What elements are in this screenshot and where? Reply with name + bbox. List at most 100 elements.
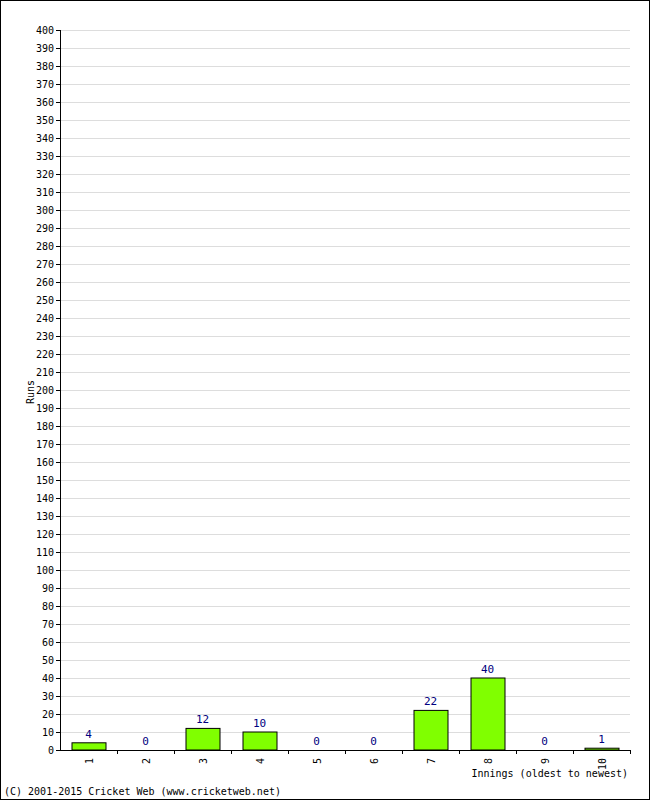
bar xyxy=(528,750,562,751)
grid-line xyxy=(60,336,630,337)
grid-line xyxy=(60,732,630,733)
x-tick-label: 5 xyxy=(312,758,323,764)
bar xyxy=(585,748,619,750)
x-boundary-tick xyxy=(573,750,574,754)
grid-line xyxy=(60,534,630,535)
y-tick-label: 10 xyxy=(42,727,54,738)
y-tick xyxy=(56,444,60,445)
y-tick xyxy=(56,354,60,355)
y-tick-label: 220 xyxy=(36,349,54,360)
y-tick xyxy=(56,30,60,31)
y-tick-label: 250 xyxy=(36,295,54,306)
bar xyxy=(243,732,277,750)
grid-line xyxy=(60,696,630,697)
y-tick-label: 400 xyxy=(36,25,54,36)
y-tick-label: 70 xyxy=(42,619,54,630)
x-tick-label: 9 xyxy=(540,758,551,764)
grid-line xyxy=(60,624,630,625)
bar xyxy=(414,710,448,750)
y-tick-label: 60 xyxy=(42,637,54,648)
x-boundary-tick xyxy=(117,750,118,754)
data-label: 22 xyxy=(424,695,437,708)
y-tick xyxy=(56,642,60,643)
grid-line xyxy=(60,228,630,229)
grid-line xyxy=(60,462,630,463)
grid-line xyxy=(60,102,630,103)
grid-line xyxy=(60,390,630,391)
y-tick-label: 130 xyxy=(36,511,54,522)
y-tick-label: 150 xyxy=(36,475,54,486)
grid-line xyxy=(60,426,630,427)
data-label: 0 xyxy=(541,735,548,748)
y-tick xyxy=(56,156,60,157)
y-tick xyxy=(56,390,60,391)
y-tick xyxy=(56,732,60,733)
grid-line xyxy=(60,30,630,31)
y-tick xyxy=(56,336,60,337)
y-tick-label: 140 xyxy=(36,493,54,504)
x-boundary-tick xyxy=(345,750,346,754)
grid-line xyxy=(60,84,630,85)
y-tick-label: 20 xyxy=(42,709,54,720)
y-tick xyxy=(56,138,60,139)
x-tick-label: 6 xyxy=(369,758,380,764)
x-boundary-tick xyxy=(516,750,517,754)
y-tick-label: 110 xyxy=(36,547,54,558)
y-tick-label: 80 xyxy=(42,601,54,612)
y-tick xyxy=(56,426,60,427)
grid-line xyxy=(60,354,630,355)
grid-line xyxy=(60,480,630,481)
x-axis-title: Innings (oldest to newest) xyxy=(471,768,628,779)
y-tick xyxy=(56,408,60,409)
data-label: 0 xyxy=(370,735,377,748)
y-axis-title: Runs xyxy=(25,380,36,404)
grid-line xyxy=(60,66,630,67)
y-tick xyxy=(56,228,60,229)
y-tick-label: 310 xyxy=(36,187,54,198)
grid-line xyxy=(60,210,630,211)
chart-container: 0102030405060708090100110120130140150160… xyxy=(0,0,650,800)
y-tick-label: 160 xyxy=(36,457,54,468)
bar xyxy=(72,743,106,750)
y-tick xyxy=(56,372,60,373)
data-label: 0 xyxy=(142,735,149,748)
y-tick-label: 50 xyxy=(42,655,54,666)
y-tick xyxy=(56,534,60,535)
data-label: 40 xyxy=(481,663,494,676)
y-tick xyxy=(56,678,60,679)
border xyxy=(1,1,650,800)
y-tick-label: 180 xyxy=(36,421,54,432)
y-tick-label: 350 xyxy=(36,115,54,126)
y-tick xyxy=(56,480,60,481)
grid-line xyxy=(60,174,630,175)
grid-line xyxy=(60,498,630,499)
y-tick-label: 360 xyxy=(36,97,54,108)
y-tick-label: 230 xyxy=(36,331,54,342)
y-tick xyxy=(56,84,60,85)
y-tick-label: 300 xyxy=(36,205,54,216)
y-tick-label: 320 xyxy=(36,169,54,180)
data-label: 4 xyxy=(85,728,92,741)
grid-line xyxy=(60,120,630,121)
grid-line xyxy=(60,570,630,571)
y-tick xyxy=(56,714,60,715)
bar xyxy=(300,750,334,751)
bars xyxy=(72,678,619,750)
y-tick xyxy=(56,264,60,265)
y-tick xyxy=(56,660,60,661)
x-tick-label: 1 xyxy=(84,758,95,764)
x-boundary-tick xyxy=(630,750,631,754)
bar xyxy=(186,728,220,750)
x-boundary-tick xyxy=(231,750,232,754)
y-tick-label: 170 xyxy=(36,439,54,450)
grid xyxy=(60,31,630,751)
y-tick-label: 200 xyxy=(36,385,54,396)
data-label: 0 xyxy=(313,735,320,748)
y-tick xyxy=(56,318,60,319)
y-tick xyxy=(56,462,60,463)
y-tick-label: 340 xyxy=(36,133,54,144)
y-tick-label: 280 xyxy=(36,241,54,252)
x-boundary-tick xyxy=(402,750,403,754)
grid-line xyxy=(60,714,630,715)
grid-line xyxy=(60,318,630,319)
